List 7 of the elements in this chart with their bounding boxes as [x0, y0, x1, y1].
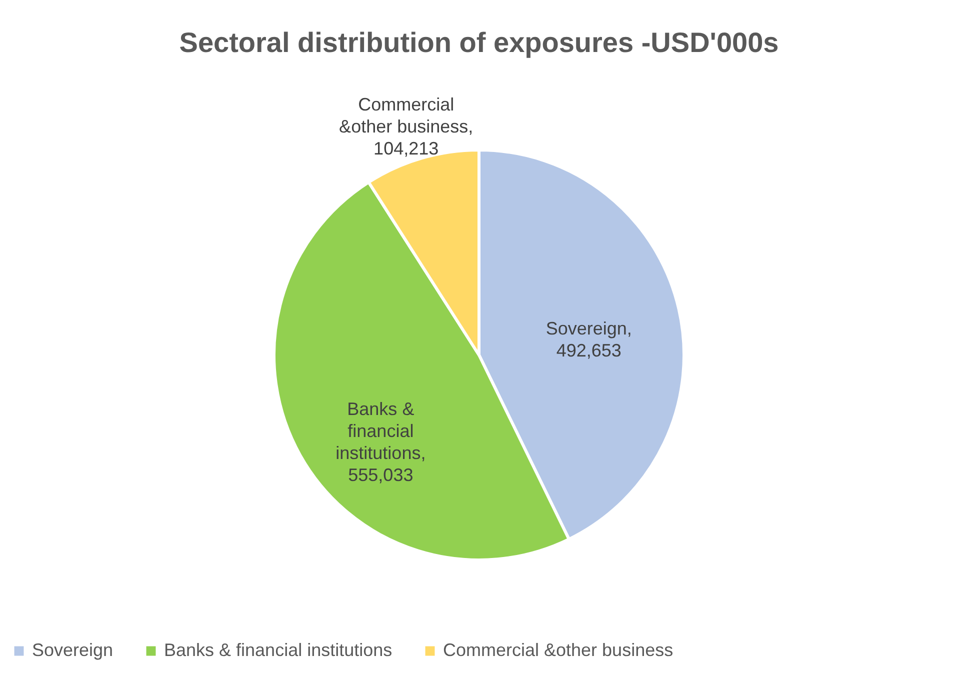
legend-label: Commercial &other business: [443, 640, 674, 660]
legend-label: Sovereign: [32, 640, 114, 660]
legend-label: Banks & financial institutions: [164, 640, 392, 660]
chart-title: Sectoral distribution of exposures -USD'000s: [179, 27, 779, 58]
data-label: Sovereign, 492,653: [546, 318, 632, 361]
data-label: Commercial &other business, 104,213: [339, 94, 474, 158]
data-label: Banks & financial institutions, 555,033: [336, 399, 426, 486]
